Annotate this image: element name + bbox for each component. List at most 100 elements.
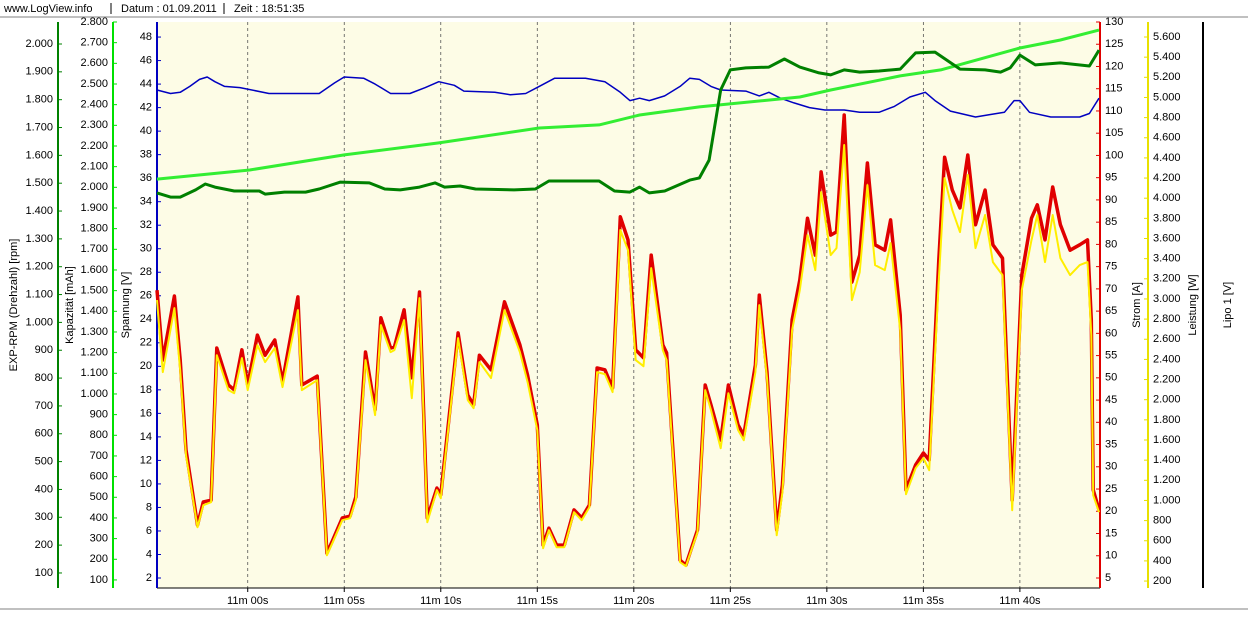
y-tick-label: 2.800 (80, 16, 108, 28)
y-tick-label: 1.600 (1153, 434, 1181, 446)
y-tick-label: 15 (1105, 527, 1117, 539)
y-tick-label: 300 (90, 533, 108, 545)
y-tick-label: 32 (140, 219, 152, 231)
y-tick-label: 800 (90, 429, 108, 441)
x-tick-label: 11m 35s (903, 595, 945, 607)
y-tick-label: 10 (140, 478, 152, 490)
y-tick-label: 70 (1105, 283, 1117, 295)
y-tick-label: 8 (146, 501, 152, 513)
y-tick-label: 130 (1105, 16, 1123, 28)
y-tick-label: 40 (1105, 416, 1117, 428)
axis-title: Lipo 1 [V] (1222, 282, 1234, 328)
x-tick-label: 11m 05s (324, 595, 366, 607)
y-tick-label: 600 (90, 471, 108, 483)
y-tick-label: 2.800 (1153, 313, 1181, 325)
y-tick-label: 300 (35, 511, 53, 523)
y-tick-label: 100 (1105, 149, 1123, 161)
y-tick-label: 1.100 (25, 288, 53, 300)
y-tick-label: 800 (1153, 515, 1171, 527)
y-tick-label: 4.000 (1153, 192, 1181, 204)
x-tick-label: 11m 10s (420, 595, 462, 607)
y-tick-label: 1.300 (80, 326, 108, 338)
y-tick-label: 1.400 (25, 205, 53, 217)
y-tick-label: 1.800 (25, 94, 53, 106)
y-tick-label: 200 (90, 553, 108, 565)
y-tick-label: 20 (1105, 505, 1117, 517)
y-tick-label: 3.600 (1153, 232, 1181, 244)
series-line (156, 144, 1100, 568)
axis-title: Spannung [V] (120, 272, 132, 339)
y-tick-label: 50 (1105, 372, 1117, 384)
y-tick-label: 4.800 (1153, 112, 1181, 124)
y-tick-label: 1.700 (80, 243, 108, 255)
y-tick-label: 60 (1105, 327, 1117, 339)
x-tick-label: 11m 40s (999, 595, 1041, 607)
y-tick-label: 2.600 (1153, 333, 1181, 345)
y-tick-label: 600 (1153, 535, 1171, 547)
y-tick-label: 24 (140, 313, 152, 325)
y-tick-label: 30 (1105, 461, 1117, 473)
y-tick-label: 2.400 (1153, 353, 1181, 365)
axis-title: EXP-RPM (Drehzahl) [rpm] (8, 239, 20, 372)
y-tick-label: 35 (1105, 438, 1117, 450)
y-tick-label: 1.600 (80, 264, 108, 276)
header-site: www.LogView.info (3, 3, 92, 15)
y-tick-label: 40 (140, 125, 152, 137)
y-tick-label: 1.200 (80, 347, 108, 359)
y-tick-label: 1.800 (1153, 414, 1181, 426)
y-tick-label: 1.000 (1153, 494, 1181, 506)
y-tick-label: 2.300 (80, 119, 108, 131)
y-tick-label: 18 (140, 384, 152, 396)
y-tick-label: 34 (140, 196, 152, 208)
y-tick-label: 38 (140, 149, 152, 161)
y-tick-label: 120 (1105, 60, 1123, 72)
y-tick-label: 36 (140, 172, 152, 184)
y-tick-label: 46 (140, 54, 152, 66)
y-tick-label: 28 (140, 266, 152, 278)
y-tick-label: 1.800 (80, 223, 108, 235)
y-tick-label: 4.400 (1153, 152, 1181, 164)
y-tick-label: 95 (1105, 172, 1117, 184)
y-tick-label: 200 (1153, 575, 1171, 587)
x-tick-label: 11m 25s (710, 595, 752, 607)
y-tick-label: 3.800 (1153, 212, 1181, 224)
y-tick-label: 2.000 (80, 181, 108, 193)
y-tick-label: 4.600 (1153, 132, 1181, 144)
axis-title: Strom [A] (1131, 282, 1143, 328)
y-tick-label: 3.200 (1153, 273, 1181, 285)
y-tick-label: 55 (1105, 350, 1117, 362)
series-line (156, 49, 1101, 199)
y-tick-label: 26 (140, 290, 152, 302)
y-tick-label: 1.600 (25, 149, 53, 161)
y-tick-label: 400 (90, 512, 108, 524)
y-tick-label: 85 (1105, 216, 1117, 228)
y-tick-label: 800 (35, 372, 53, 384)
y-tick-label: 48 (140, 31, 152, 43)
y-tick-label: 5.600 (1153, 31, 1181, 43)
x-tick-label: 11m 30s (806, 595, 848, 607)
y-tick-label: 1.000 (25, 316, 53, 328)
y-tick-label: 500 (90, 491, 108, 503)
y-tick-label: 700 (90, 450, 108, 462)
x-tick-label: 11m 00s (227, 595, 269, 607)
x-tick-label: 11m 15s (517, 595, 559, 607)
header-time: Zeit : 18:51:35 (234, 3, 304, 15)
y-tick-label: 400 (1153, 555, 1171, 567)
y-tick-label: 12 (140, 454, 152, 466)
y-tick-label: 1.500 (80, 285, 108, 297)
y-tick-label: 25 (1105, 483, 1117, 495)
y-tick-label: 5.400 (1153, 51, 1181, 63)
y-tick-label: 1.300 (25, 233, 53, 245)
y-tick-label: 4.200 (1153, 172, 1181, 184)
y-tick-label: 2 (146, 572, 152, 584)
y-tick-label: 1.200 (25, 261, 53, 273)
y-tick-label: 45 (1105, 394, 1117, 406)
y-tick-label: 44 (140, 78, 152, 90)
y-tick-label: 5.000 (1153, 91, 1181, 103)
y-tick-label: 22 (140, 337, 152, 349)
y-tick-label: 65 (1105, 305, 1117, 317)
y-tick-label: 80 (1105, 238, 1117, 250)
y-tick-label: 90 (1105, 194, 1117, 206)
y-tick-label: 30 (140, 243, 152, 255)
